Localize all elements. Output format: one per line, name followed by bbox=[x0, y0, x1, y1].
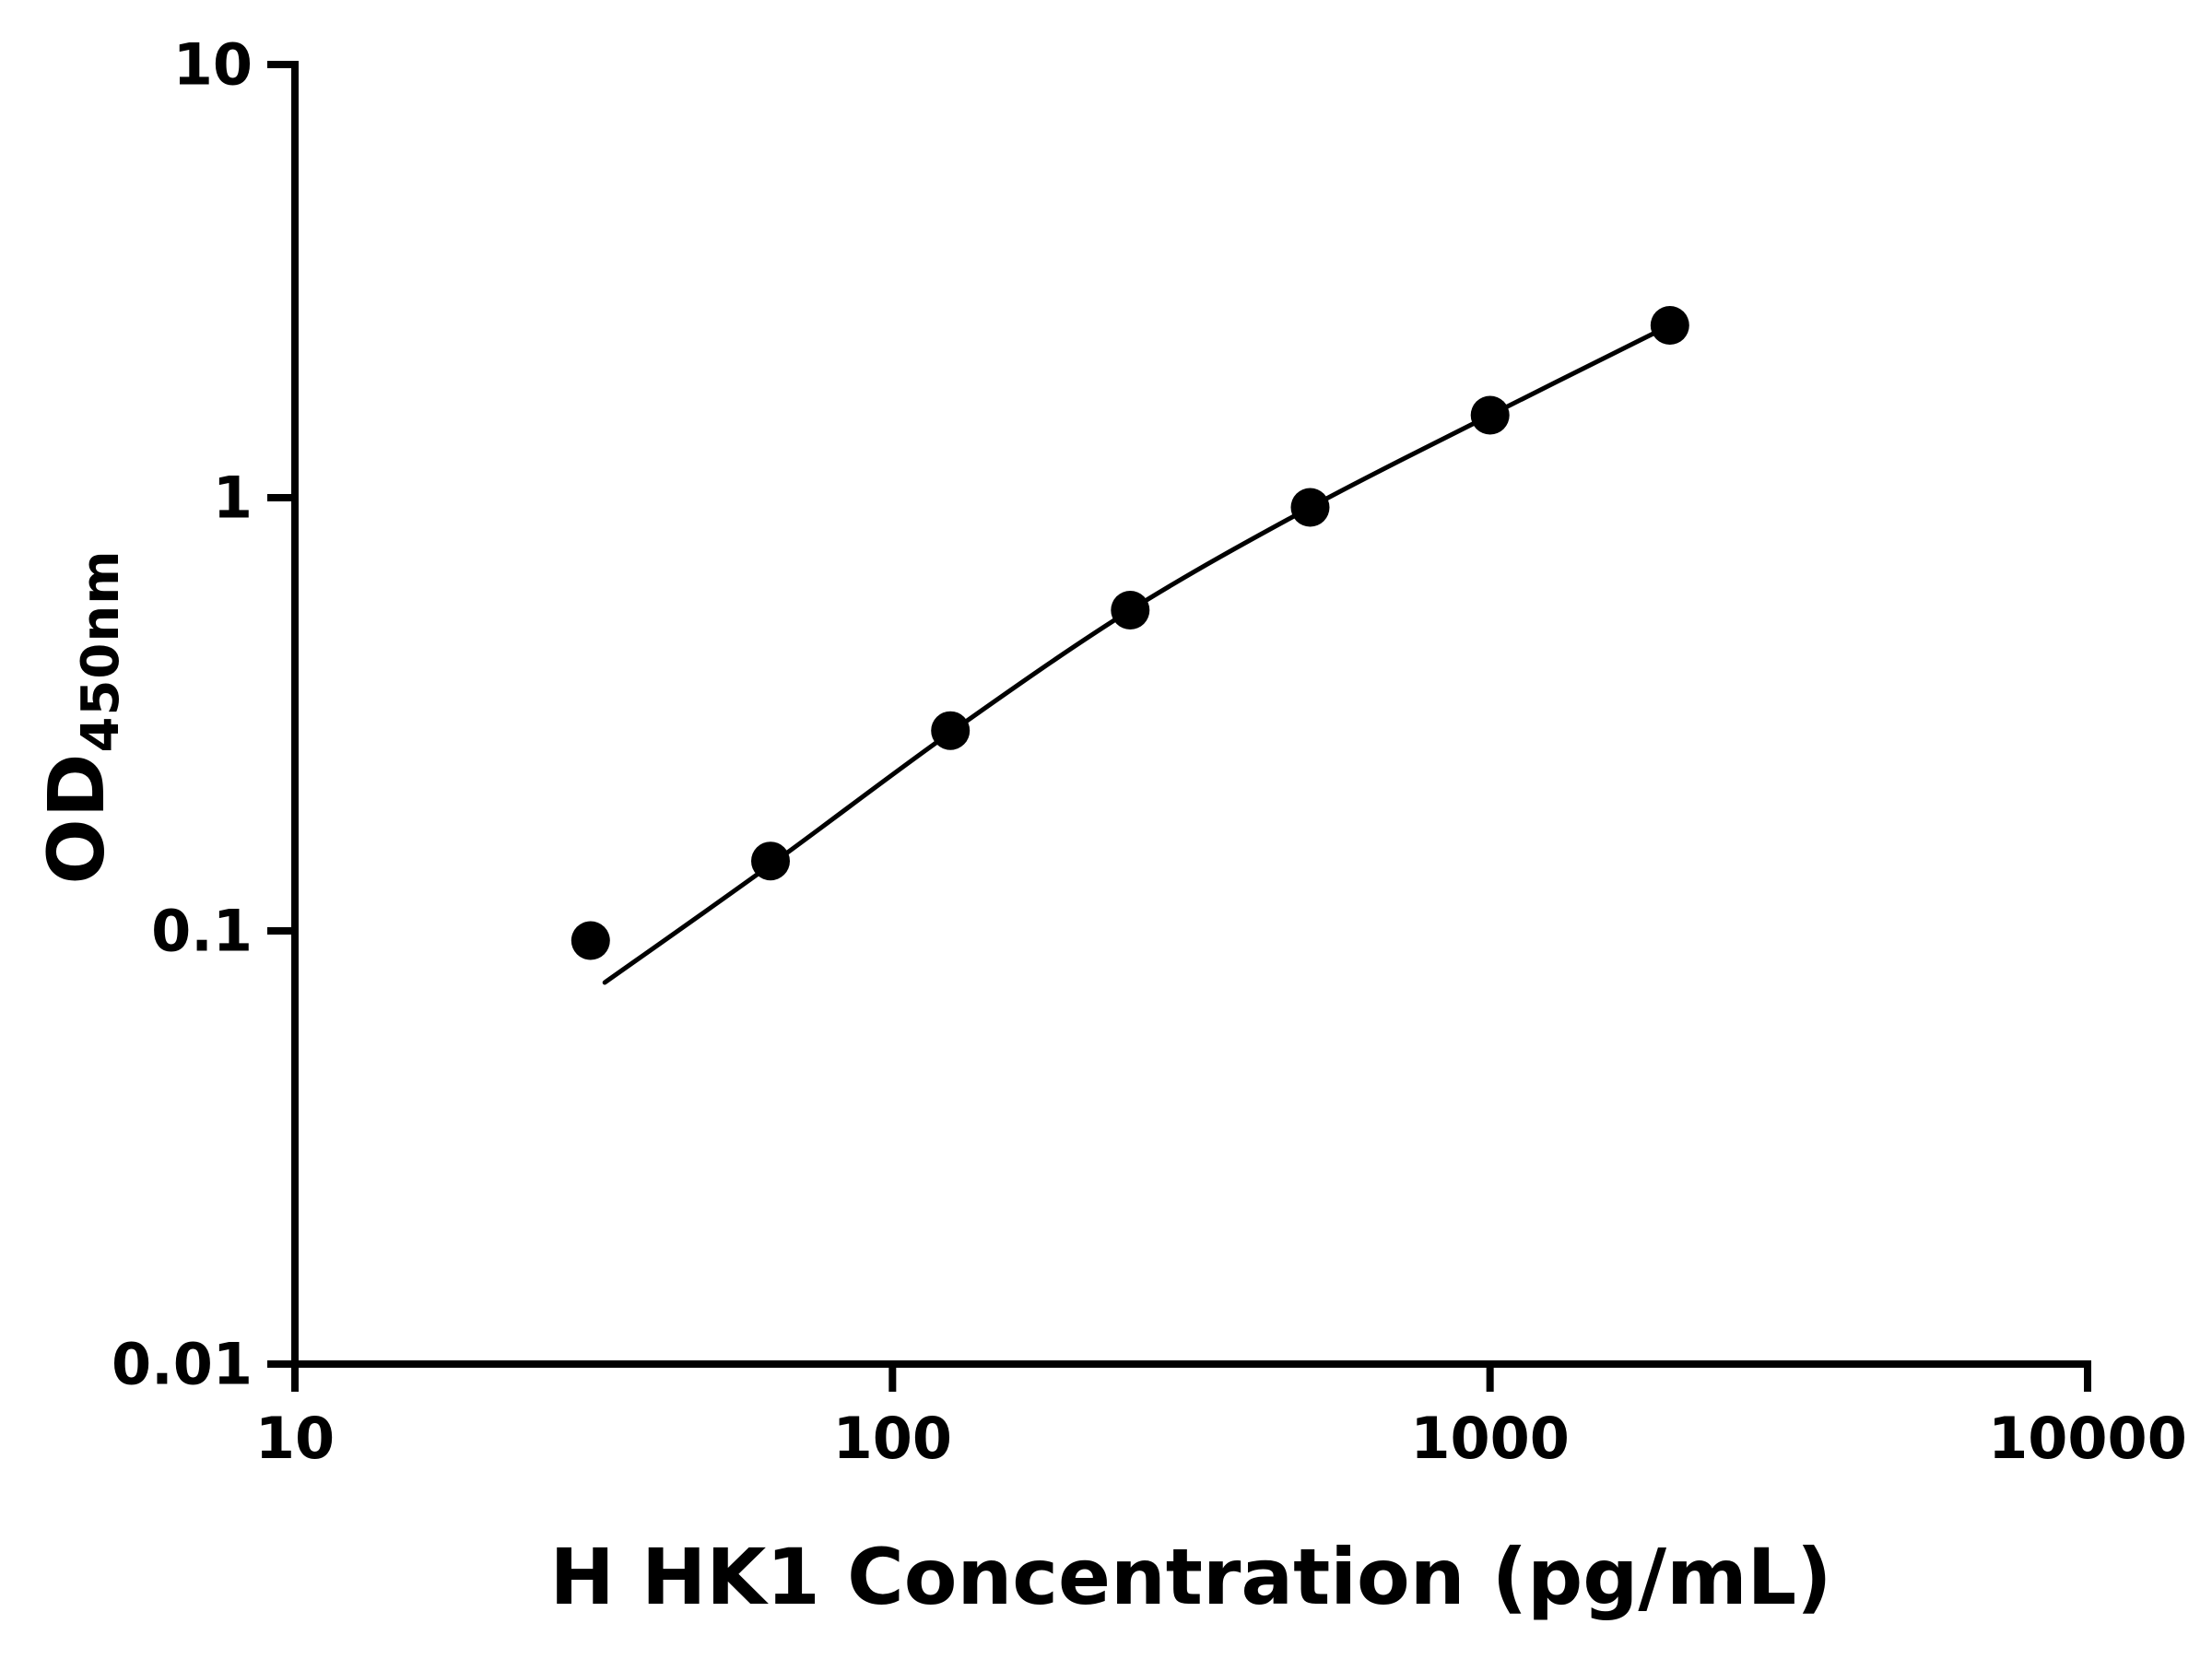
data-point bbox=[571, 921, 610, 960]
data-point bbox=[1650, 306, 1689, 345]
fit-curve bbox=[602, 323, 1673, 985]
data-point bbox=[1111, 591, 1150, 629]
y-tick-label: 0.01 bbox=[112, 1331, 253, 1398]
x-tick-label: 10000 bbox=[1988, 1405, 2187, 1472]
data-point bbox=[1470, 395, 1510, 435]
data-point bbox=[1290, 488, 1330, 527]
x-tick-label: 10 bbox=[255, 1405, 335, 1472]
x-tick-label: 1000 bbox=[1410, 1405, 1570, 1472]
x-axis-title: H HK1 Concentration (pg/mL) bbox=[549, 1532, 1832, 1622]
y-tick-label: 0.1 bbox=[151, 898, 253, 965]
y-axis-title-subscript: 450nm bbox=[71, 549, 131, 753]
y-tick-label: 10 bbox=[173, 31, 253, 99]
data-point bbox=[751, 841, 790, 881]
y-tick-label: 1 bbox=[213, 465, 253, 532]
y-axis-title: OD450nm bbox=[31, 549, 131, 884]
x-tick-label: 100 bbox=[833, 1405, 952, 1472]
y-axis-title-main: OD bbox=[31, 752, 122, 885]
axis-lines bbox=[291, 61, 2091, 1368]
data-point bbox=[931, 711, 971, 750]
